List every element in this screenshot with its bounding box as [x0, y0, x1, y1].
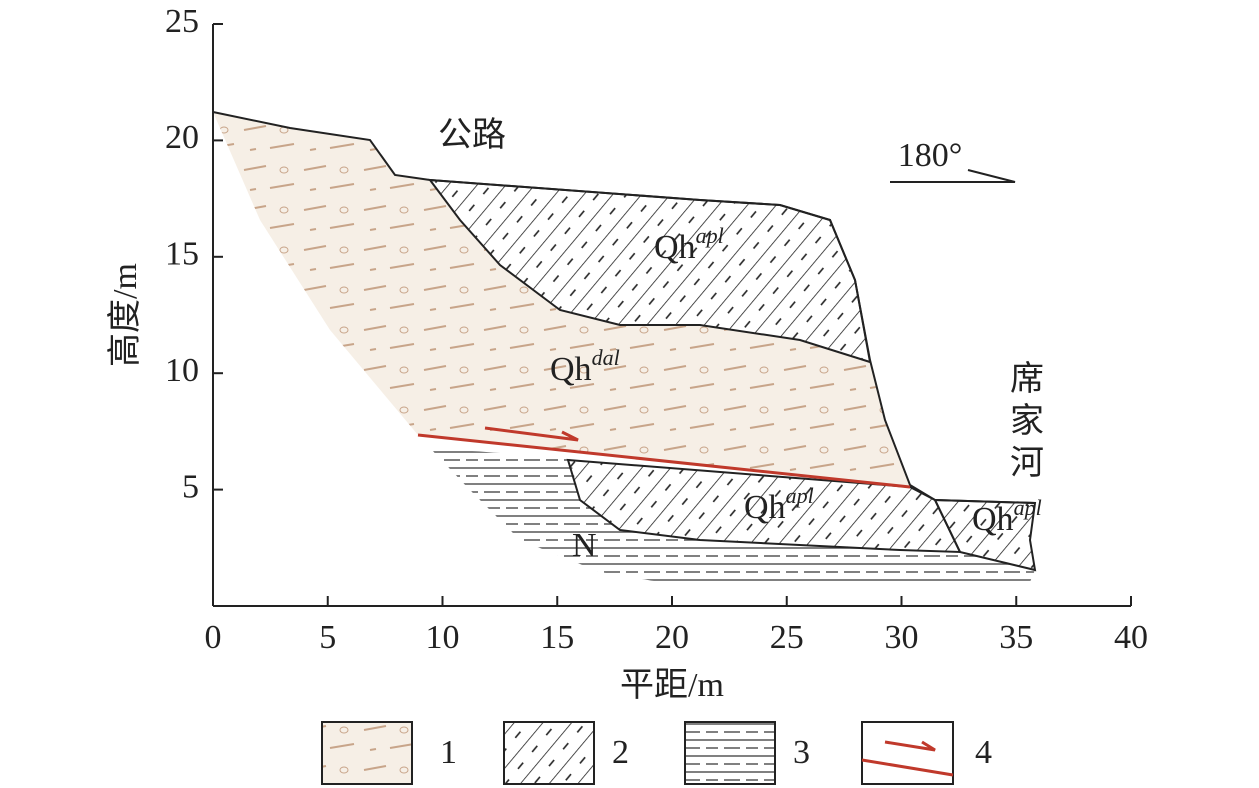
unit-dal	[213, 112, 910, 487]
section	[212, 111, 1037, 582]
y-tick-label: 5	[182, 468, 199, 505]
y-axis-label: 高度/m	[106, 263, 144, 367]
unit-name: N	[572, 527, 597, 564]
y-tick-label: 15	[165, 236, 199, 273]
x-tick-label: 25	[770, 619, 804, 656]
fault	[417, 433, 911, 489]
river-char: 家	[1010, 402, 1044, 440]
x-tick-label: 5	[319, 619, 336, 656]
unit-label: Qhapl	[972, 495, 1042, 538]
unit-name: Qh	[972, 501, 1014, 538]
legend-label: 4	[975, 734, 992, 771]
x-axis-label: 平距/m	[620, 667, 724, 704]
unit-name: Qh	[550, 351, 592, 388]
x-tick-label: 35	[999, 619, 1033, 656]
unit-sup: apl	[1014, 495, 1042, 520]
x-tick-label: 40	[1114, 619, 1148, 656]
legend-fault	[861, 758, 954, 777]
x-tick-label: 15	[540, 619, 574, 656]
unit-sup: apl	[786, 483, 814, 508]
unit-apl-lower	[566, 458, 962, 554]
legend: 1 2 3 4	[321, 721, 992, 785]
unit-label: Qhapl	[744, 483, 814, 526]
x-tick-label: 30	[885, 619, 919, 656]
x-tick-label: 10	[426, 619, 460, 656]
unit-sup: dal	[592, 345, 620, 370]
river-text: 席	[1010, 360, 1044, 398]
legend-arrow	[884, 740, 936, 752]
fault-arrow	[484, 426, 579, 442]
legend-swatch	[503, 721, 595, 785]
river-text: 家	[1010, 402, 1044, 440]
strata-n	[430, 448, 1035, 582]
x-tick-label: 0	[205, 619, 222, 656]
direction-label: 180°	[898, 137, 963, 174]
unit-label: Qhdal	[550, 345, 620, 388]
ground-surface	[212, 111, 1036, 504]
legend-label: 3	[793, 734, 810, 771]
y-tick-label: 20	[165, 119, 199, 156]
unit-sup: apl	[696, 223, 724, 248]
y-tick-label: 10	[165, 352, 199, 389]
unit-label: N	[572, 527, 597, 564]
legend-swatch	[684, 721, 776, 785]
river-label: 席家河	[1010, 360, 1044, 482]
river-char: 河	[1010, 445, 1044, 482]
legend-label: 2	[612, 734, 629, 771]
x-tick-label: 20	[655, 619, 689, 656]
unit-name: Qh	[654, 229, 696, 266]
river-char: 席	[1010, 360, 1044, 398]
direction-arrow	[890, 169, 1016, 183]
legend-swatch	[321, 721, 413, 785]
unit-name: Qh	[744, 489, 786, 526]
river-text: 河	[1010, 445, 1044, 482]
legend-swatch	[861, 721, 954, 785]
unit-label: Qhapl	[654, 223, 724, 266]
y-tick-label: 25	[165, 3, 199, 40]
road-label: 公路	[438, 116, 506, 154]
legend-label: 1	[440, 734, 457, 771]
